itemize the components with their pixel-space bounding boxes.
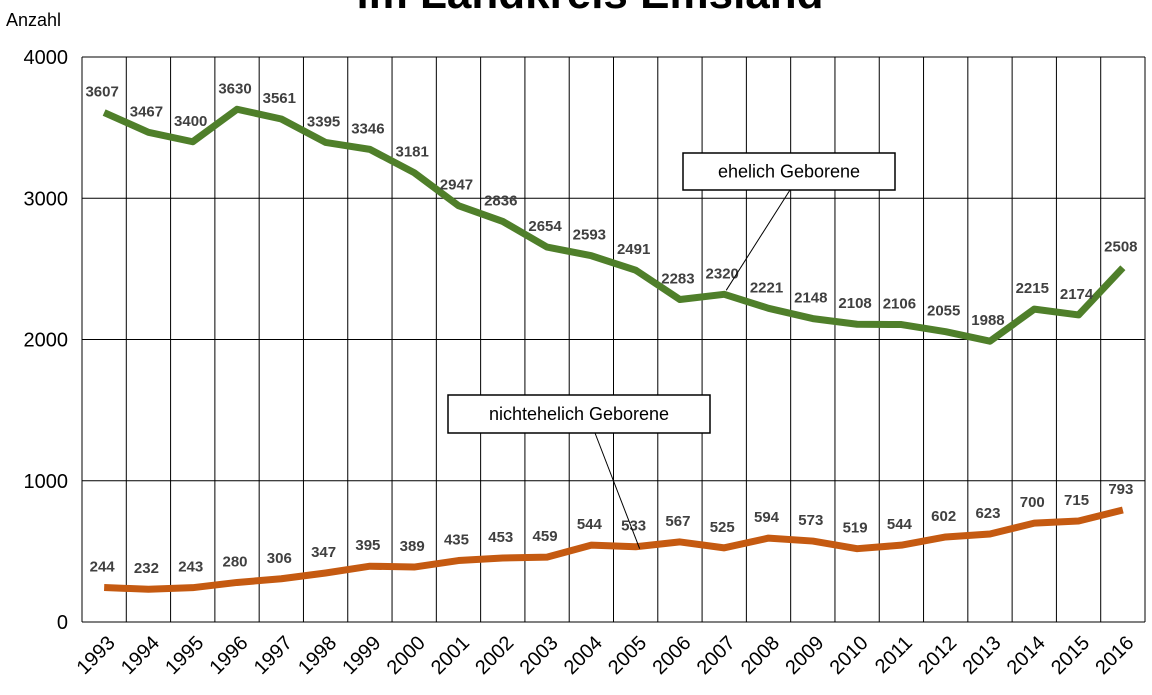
data-label: 3561 <box>263 90 296 107</box>
data-label: 602 <box>931 508 956 525</box>
series-line <box>102 105 1126 345</box>
data-label: 2491 <box>617 241 650 258</box>
data-label: 2215 <box>1016 280 1049 297</box>
data-label: 594 <box>754 509 780 526</box>
x-tick-label: 2016 <box>1091 632 1138 679</box>
x-tick-label: 1999 <box>338 632 385 679</box>
legend-label: ehelich Geborene <box>718 162 860 182</box>
x-tick-label: 2001 <box>427 632 474 679</box>
data-label: 2221 <box>750 279 783 296</box>
data-label: 459 <box>533 528 558 545</box>
callout-leader <box>594 432 641 549</box>
data-label: 347 <box>311 544 336 561</box>
chart-title: im Landkreis Emsland <box>356 0 823 18</box>
y-axis-label: Anzahl <box>6 10 61 30</box>
x-tick-label: 1995 <box>161 632 208 679</box>
y-tick-label: 3000 <box>24 188 69 210</box>
x-tick-label: 2006 <box>648 632 695 679</box>
x-tick-label: 1997 <box>250 632 297 679</box>
data-label: 280 <box>223 553 248 570</box>
data-label: 435 <box>444 532 469 549</box>
data-label: 3181 <box>396 144 429 161</box>
data-label: 700 <box>1020 494 1045 511</box>
legend-label: nichtehelich Geborene <box>489 404 669 424</box>
data-label: 243 <box>178 559 203 576</box>
x-tick-label: 2003 <box>516 632 563 679</box>
x-tick-label: 1996 <box>206 632 253 679</box>
data-label: 2283 <box>661 271 694 288</box>
data-label: 715 <box>1064 492 1089 509</box>
data-label: 2108 <box>838 295 871 312</box>
data-label: 623 <box>975 505 1000 522</box>
data-label: 244 <box>90 559 116 576</box>
x-tick-label: 2013 <box>958 632 1005 679</box>
data-label: 3467 <box>130 103 163 120</box>
x-tick-label: 2008 <box>737 632 784 679</box>
data-label: 306 <box>267 550 292 567</box>
data-label: 2320 <box>706 265 739 282</box>
callout-leader <box>725 189 791 291</box>
x-tick-label: 2004 <box>560 632 607 679</box>
data-label: 232 <box>134 560 159 577</box>
data-label: 533 <box>621 518 646 535</box>
data-label: 2593 <box>573 227 606 244</box>
data-label: 2148 <box>794 290 827 307</box>
x-tick-label: 1994 <box>117 632 164 679</box>
x-tick-label: 2005 <box>604 632 651 679</box>
x-tick-label: 2011 <box>871 632 917 678</box>
data-label: 2508 <box>1104 239 1137 256</box>
data-label: 3400 <box>174 113 207 130</box>
y-tick-label: 1000 <box>24 471 69 493</box>
data-label: 395 <box>355 537 380 554</box>
data-label: 573 <box>798 512 823 529</box>
x-tick-label: 2012 <box>914 632 961 679</box>
data-label: 544 <box>887 516 913 533</box>
x-tick-label: 2002 <box>471 632 518 679</box>
data-label: 3346 <box>351 120 384 137</box>
data-label: 567 <box>665 513 690 530</box>
data-label: 453 <box>488 529 513 546</box>
data-label: 519 <box>843 520 868 537</box>
y-tick-label: 0 <box>57 612 68 634</box>
x-tick-label: 1993 <box>73 632 120 679</box>
data-label: 3630 <box>218 80 251 97</box>
x-tick-label: 1998 <box>294 632 341 679</box>
x-tick-label: 2007 <box>693 632 740 679</box>
data-label: 2654 <box>528 218 562 235</box>
y-tick-label: 2000 <box>24 330 69 352</box>
x-tick-label: 2014 <box>1003 632 1050 679</box>
x-tick-label: 2009 <box>781 632 828 679</box>
data-label: 3395 <box>307 113 340 130</box>
data-label: 3607 <box>85 84 118 101</box>
y-tick-label: 4000 <box>24 47 69 69</box>
data-label: 544 <box>577 516 603 533</box>
data-label: 389 <box>400 538 425 555</box>
data-label: 1988 <box>971 312 1004 329</box>
data-label: 2106 <box>883 296 916 313</box>
data-label: 2174 <box>1060 286 1094 303</box>
data-label: 2947 <box>440 177 473 194</box>
x-tick-label: 2015 <box>1047 632 1094 679</box>
data-label: 793 <box>1108 481 1133 498</box>
data-label: 525 <box>710 519 735 536</box>
legend-box <box>447 394 711 434</box>
series-line <box>104 506 1124 593</box>
x-tick-label: 2010 <box>826 632 873 679</box>
data-label: 2836 <box>484 192 517 209</box>
legend-box <box>682 152 896 191</box>
x-tick-label: 2000 <box>383 632 430 679</box>
data-label: 2055 <box>927 303 960 320</box>
